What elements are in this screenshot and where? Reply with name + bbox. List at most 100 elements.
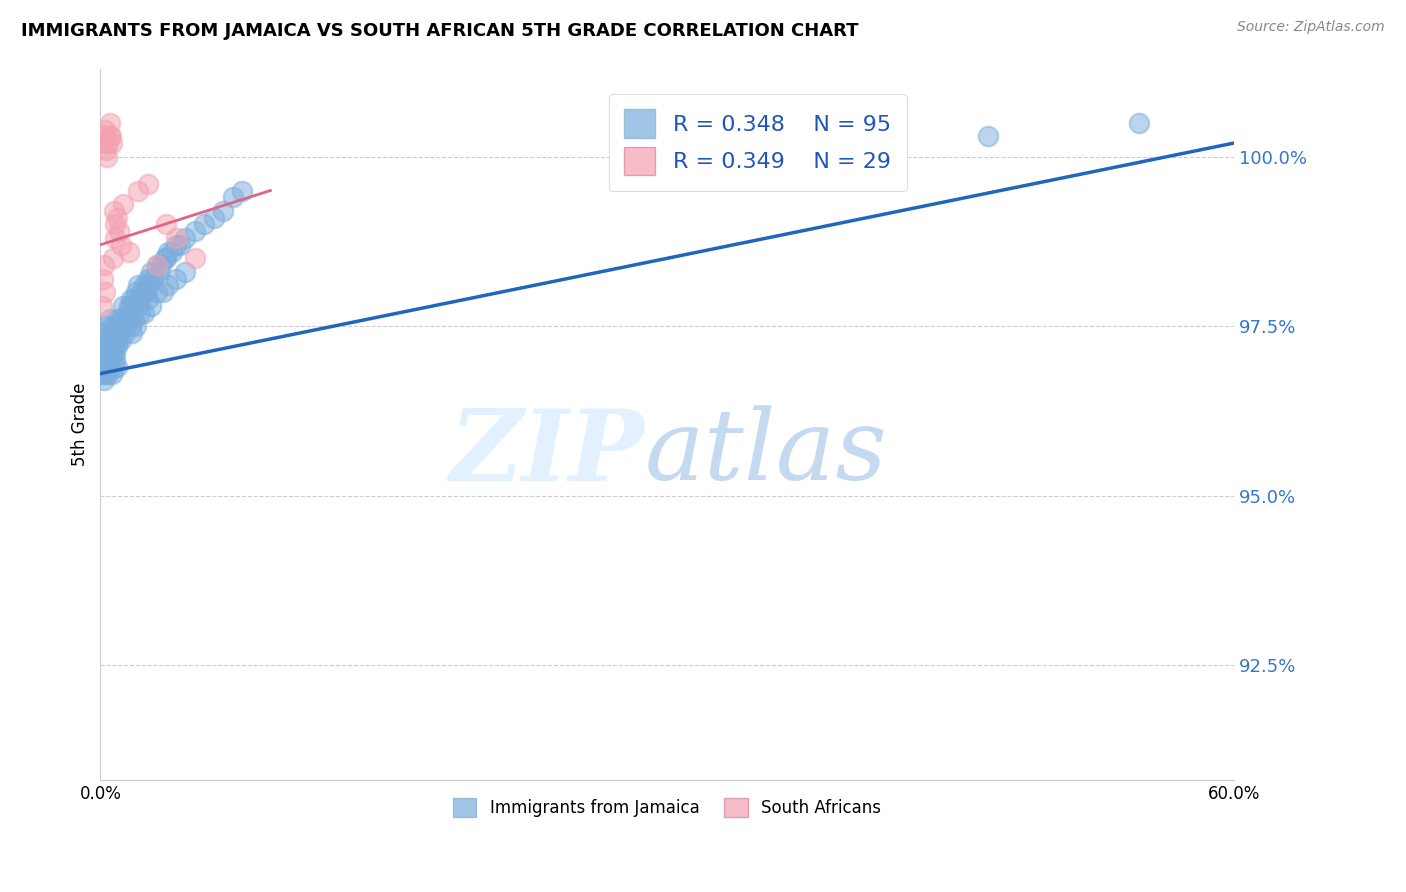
Point	[96, 150, 118, 164]
Point	[94, 143, 117, 157]
Point	[103, 326, 125, 340]
Point	[136, 271, 159, 285]
Point	[105, 211, 128, 225]
Point	[93, 373, 115, 387]
Point	[129, 305, 152, 319]
Point	[91, 367, 114, 381]
Point	[142, 271, 165, 285]
Point	[184, 252, 207, 266]
Point	[132, 305, 155, 319]
Point	[91, 136, 114, 150]
Point	[174, 265, 197, 279]
Point	[100, 136, 122, 150]
Point	[184, 224, 207, 238]
Point	[125, 319, 148, 334]
Point	[105, 339, 128, 353]
Point	[94, 122, 117, 136]
Point	[97, 339, 120, 353]
Point	[153, 252, 176, 266]
Point	[105, 359, 128, 374]
Point	[111, 197, 134, 211]
Point	[127, 278, 149, 293]
Point	[91, 299, 114, 313]
Point	[104, 319, 127, 334]
Point	[165, 237, 187, 252]
Point	[212, 203, 235, 218]
Point	[100, 129, 122, 144]
Point	[93, 129, 115, 144]
Point	[97, 333, 120, 347]
Point	[135, 285, 157, 300]
Point	[138, 278, 160, 293]
Point	[98, 116, 121, 130]
Point	[98, 129, 121, 144]
Point	[98, 353, 121, 368]
Legend: Immigrants from Jamaica, South Africans: Immigrants from Jamaica, South Africans	[444, 789, 890, 825]
Point	[114, 326, 136, 340]
Point	[103, 203, 125, 218]
Point	[91, 346, 114, 360]
Point	[231, 184, 253, 198]
Point	[157, 244, 180, 259]
Y-axis label: 5th Grade: 5th Grade	[72, 383, 89, 467]
Point	[160, 244, 183, 259]
Point	[129, 292, 152, 306]
Point	[125, 285, 148, 300]
Point	[97, 136, 120, 150]
Point	[93, 367, 115, 381]
Point	[146, 285, 169, 300]
Point	[141, 299, 163, 313]
Point	[94, 359, 117, 374]
Point	[107, 333, 129, 347]
Point	[152, 285, 174, 300]
Point	[165, 271, 187, 285]
Text: atlas: atlas	[644, 405, 887, 500]
Point	[977, 129, 1000, 144]
Point	[146, 258, 169, 272]
Point	[94, 319, 117, 334]
Point	[110, 237, 132, 252]
Point	[103, 339, 125, 353]
Point	[136, 177, 159, 191]
Point	[202, 211, 225, 225]
Point	[118, 312, 141, 326]
Point	[93, 258, 115, 272]
Point	[111, 299, 134, 313]
Point	[127, 184, 149, 198]
Point	[105, 326, 128, 340]
Point	[98, 312, 121, 326]
Point	[124, 312, 146, 326]
Point	[121, 299, 143, 313]
Point	[108, 326, 131, 340]
Point	[169, 237, 191, 252]
Point	[118, 244, 141, 259]
Point	[1128, 116, 1150, 130]
Point	[118, 312, 141, 326]
Point	[101, 252, 124, 266]
Point	[103, 218, 125, 232]
Text: Source: ZipAtlas.com: Source: ZipAtlas.com	[1237, 20, 1385, 34]
Point	[111, 319, 134, 334]
Point	[97, 367, 120, 381]
Point	[221, 190, 243, 204]
Point	[100, 333, 122, 347]
Point	[149, 258, 172, 272]
Point	[108, 224, 131, 238]
Point	[91, 359, 114, 374]
Point	[110, 333, 132, 347]
Point	[104, 353, 127, 368]
Point	[157, 278, 180, 293]
Point	[93, 353, 115, 368]
Point	[165, 231, 187, 245]
Point	[104, 231, 127, 245]
Point	[94, 339, 117, 353]
Point	[120, 319, 142, 334]
Point	[148, 265, 170, 279]
Point	[91, 333, 114, 347]
Point	[100, 339, 122, 353]
Point	[136, 292, 159, 306]
Point	[96, 353, 118, 368]
Point	[131, 285, 153, 300]
Point	[100, 367, 122, 381]
Point	[91, 271, 114, 285]
